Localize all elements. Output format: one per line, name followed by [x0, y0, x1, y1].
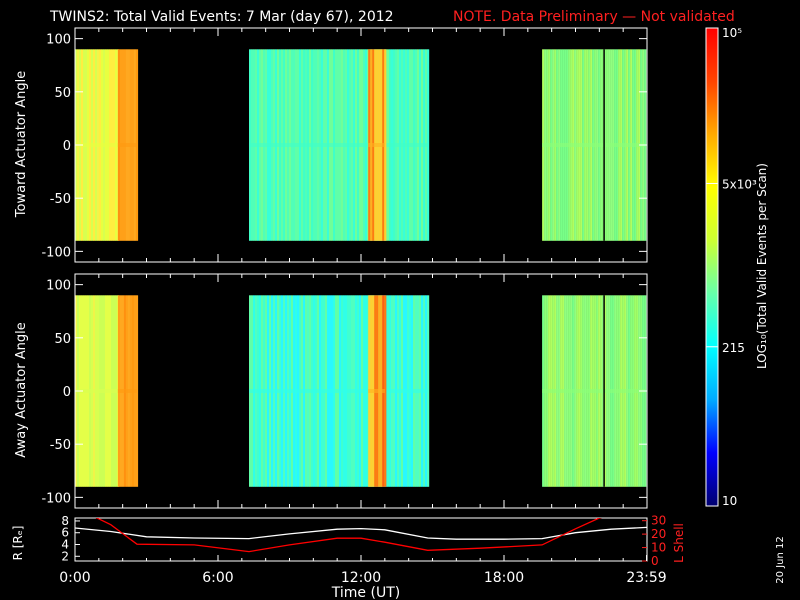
y-tick-label: 100 [46, 33, 71, 48]
zero-angle-band [542, 389, 645, 393]
zero-angle-band [117, 389, 137, 393]
y-tick-label: -100 [41, 245, 71, 260]
y2-tick-label: 10 [651, 541, 666, 555]
heatmap-stripe [135, 295, 139, 487]
colorbar-tick-label: 5x10³ [722, 177, 757, 191]
colorbar-fill [705, 27, 719, 507]
colorbar-tick-label: 215 [722, 341, 745, 355]
x-tick-label: 12:00 [341, 570, 381, 586]
bottom-panel: 100 50 0 -50 -100 [41, 273, 648, 509]
top-block-3 [368, 49, 387, 241]
top-block-1 [117, 49, 139, 241]
zero-angle-band [248, 389, 428, 393]
zero-angle-band [117, 143, 137, 147]
colorbar-tick-label: 10⁵ [722, 26, 742, 40]
radius-line [75, 526, 647, 540]
top-block-2 [248, 49, 430, 241]
lshell-line [95, 518, 603, 553]
zero-angle-band [248, 143, 428, 147]
top-block-4 [542, 49, 647, 241]
heatmap-stripe [384, 49, 387, 241]
y-tick-label: -50 [50, 192, 71, 207]
y-tick-label: 50 [54, 332, 71, 347]
y-tick-label: -100 [41, 491, 71, 506]
top-panel: 100 50 0 -50 -100 [41, 27, 648, 263]
y-tick-label: 2 [61, 549, 69, 563]
bottom-block-4 [542, 295, 647, 487]
zero-angle-band [542, 143, 645, 147]
bottom-block-1 [117, 295, 139, 487]
x-tick-label: 0:00 [59, 570, 90, 586]
heatmap-stripe [135, 49, 139, 241]
heatmap-stripe [384, 295, 387, 487]
x-tick-label: 18:00 [484, 570, 524, 586]
y-tick-label: 0 [63, 385, 71, 400]
y-tick-label: 8 [61, 514, 69, 528]
heatmap-stripe [427, 49, 430, 241]
y2-tick-label: 0 [651, 554, 659, 568]
x-tick-label: 23:59 [626, 570, 666, 586]
y-tick-label: 6 [61, 526, 69, 540]
bottom-block-2 [248, 295, 430, 487]
y-tick-label: 100 [46, 279, 71, 294]
colorbar: 10⁵ 5x10³ 215 10 [705, 26, 757, 508]
zero-angle-band [75, 143, 118, 147]
y-tick-label: 4 [61, 538, 69, 552]
heatmap-stripe [427, 295, 430, 487]
y-tick-label: 50 [54, 86, 71, 101]
y-tick-label: -50 [50, 438, 71, 453]
zero-angle-band [368, 143, 385, 147]
y2-tick-label: 30 [651, 514, 666, 528]
zero-angle-band [368, 389, 385, 393]
orbit-panel-frame [74, 517, 648, 562]
colorbar-tick-label: 10 [722, 494, 737, 508]
zero-angle-band [75, 389, 118, 393]
bottom-block-3 [368, 295, 387, 487]
y2-tick-label: 20 [651, 527, 666, 541]
y-tick-label: 0 [63, 139, 71, 154]
x-tick-label: 6:00 [202, 570, 233, 586]
